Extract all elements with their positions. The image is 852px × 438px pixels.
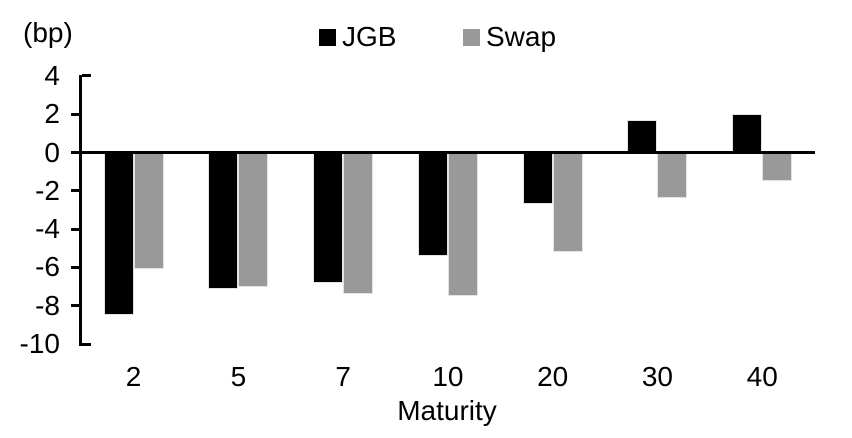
x-tick-label-10: 10 [432, 361, 464, 392]
legend-label-swap: Swap [486, 21, 557, 52]
x-axis-title: Maturity [397, 395, 497, 426]
y-tick-label--10: -10 [19, 328, 60, 360]
y-tick-mark--4 [71, 227, 79, 231]
bar-jgb-5 [208, 152, 239, 289]
swap-legend-swatch-icon [463, 28, 480, 46]
x-tick-label-7: 7 [335, 361, 351, 392]
bar-jgb-2 [103, 152, 134, 316]
jgb-legend-swatch-icon [319, 28, 336, 46]
x-tick-label-5: 5 [230, 361, 247, 392]
y-tick-mark--2 [71, 189, 79, 193]
y-tick-label-4: 4 [44, 59, 60, 91]
y-tick-mark-2 [71, 112, 79, 116]
y-tick-mark--6 [71, 265, 79, 269]
x-tick-label-2: 2 [125, 361, 142, 392]
bar-jgb-7 [313, 152, 344, 283]
y-tick-label-0: 0 [44, 136, 60, 168]
bar-swap-30 [657, 152, 688, 199]
y-tick-mark--8 [71, 304, 79, 308]
x-axis-zero-line [79, 151, 815, 154]
y-tick-label--4: -4 [35, 213, 60, 245]
bar-jgb-40 [732, 114, 763, 153]
y-tick-label--2: -2 [35, 174, 60, 206]
bar-swap-5 [238, 152, 269, 287]
bar-swap-10 [447, 152, 478, 297]
y-tick-mark-0 [71, 151, 79, 154]
x-tick-label-40: 40 [746, 361, 778, 392]
y-axis-unit-label: (bp) [23, 17, 73, 48]
bar-jgb-30 [627, 119, 658, 153]
y-tick-label-2: 2 [44, 98, 60, 130]
x-tick-label-20: 20 [537, 361, 569, 392]
bar-swap-20 [552, 152, 583, 253]
x-tick-label-30: 30 [641, 361, 674, 392]
legend-item-swap: Swap [463, 20, 556, 54]
legend-label-jgb: JGB [342, 21, 397, 52]
legend-item-jgb: JGB [319, 20, 396, 54]
y-tick-label--8: -8 [35, 289, 60, 321]
y-tick-mark-4 [82, 74, 91, 78]
bar-swap-7 [343, 152, 374, 295]
y-axis-line [79, 74, 82, 346]
y-tick-label--6: -6 [35, 251, 60, 283]
bar-swap-40 [762, 152, 793, 182]
bar-swap-2 [133, 152, 164, 270]
y-tick-mark--10 [82, 342, 91, 346]
bar-jgb-20 [522, 152, 553, 205]
bar-jgb-10 [417, 152, 448, 256]
